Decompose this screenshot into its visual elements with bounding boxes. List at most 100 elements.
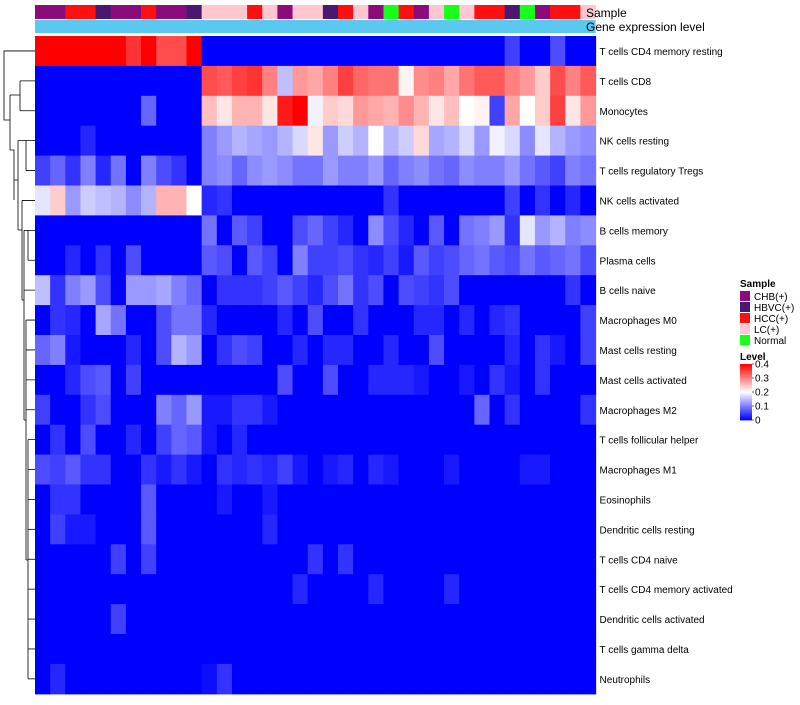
heatmap-cell — [65, 275, 82, 306]
heatmap-cell — [262, 424, 278, 456]
sample-annotation-cell — [201, 5, 218, 19]
heatmap-cell — [474, 275, 491, 306]
heatmap-cell — [50, 95, 66, 127]
heatmap-cell — [580, 36, 597, 67]
sample-annotation-cell — [444, 5, 460, 19]
heatmap-cell — [550, 544, 566, 575]
heatmap-cell — [201, 454, 218, 486]
row-label: B cells memory — [600, 226, 668, 237]
heatmap-cell — [519, 634, 536, 665]
level-legend-gradient-step — [740, 397, 752, 400]
heatmap-cell — [247, 275, 263, 306]
heatmap-cell — [125, 514, 142, 545]
heatmap-cell — [489, 514, 506, 545]
heatmap-cell — [201, 275, 218, 306]
heatmap-cell — [231, 245, 248, 276]
heatmap-cell — [186, 125, 203, 157]
heatmap-cell — [307, 574, 324, 605]
heatmap-cell — [383, 185, 400, 216]
heatmap-cell — [489, 364, 506, 396]
level-legend-gradient-step — [740, 373, 752, 376]
heatmap-cell — [110, 514, 127, 545]
heatmap-cell — [565, 335, 581, 366]
heatmap-cell — [459, 514, 475, 545]
heatmap-cell — [35, 125, 51, 157]
level-legend-gradient-step — [740, 415, 752, 418]
heatmap-cell — [125, 65, 142, 97]
heatmap-cell — [201, 574, 218, 605]
heatmap-cell — [156, 125, 172, 157]
heatmap-cell — [368, 364, 385, 396]
heatmap-cell — [171, 305, 188, 336]
heatmap-cell — [80, 305, 97, 336]
heatmap-cell — [565, 484, 581, 515]
sample-annotation-cell — [156, 5, 172, 19]
sample-legend-swatch — [740, 302, 750, 312]
heatmap-cell — [565, 604, 581, 635]
heatmap-cell — [307, 275, 324, 306]
heatmap-cell — [171, 634, 188, 665]
sample-legend: Sample CHB(+)HBVC(+)HCC(+)LC(+)Normal — [740, 279, 794, 347]
sample-annotation-cell — [489, 5, 506, 19]
heatmap-cell — [65, 634, 82, 665]
heatmap-cell — [50, 424, 66, 456]
heatmap-cell — [383, 245, 400, 276]
level-legend-gradient-step — [740, 365, 752, 368]
heatmap-cell — [534, 95, 551, 127]
heatmap-cell — [50, 484, 66, 515]
heatmap-cell — [565, 364, 581, 396]
heatmap-cell — [534, 544, 551, 575]
heatmap-cell — [110, 364, 127, 396]
heatmap-cell — [444, 155, 460, 187]
heatmap-cell — [141, 663, 157, 695]
heatmap-cell — [489, 245, 506, 276]
heatmap-cell — [247, 245, 263, 276]
heatmap-cell — [65, 185, 82, 216]
heatmap-cell — [35, 36, 51, 67]
heatmap-cell — [156, 484, 172, 515]
heatmap-cell — [489, 275, 506, 306]
heatmap-cell — [95, 514, 112, 545]
row-label: Dendritic cells resting — [600, 525, 695, 536]
heatmap-cell — [262, 65, 278, 97]
heatmap-cell — [247, 604, 263, 635]
heatmap-cell — [186, 36, 203, 67]
heatmap-cell — [580, 275, 597, 306]
heatmap-cell — [368, 155, 385, 187]
heatmap-cell — [322, 125, 339, 157]
heatmap-cell — [580, 95, 597, 127]
heatmap-cell — [95, 125, 112, 157]
heatmap-cell — [338, 484, 354, 515]
heatmap-cell — [565, 95, 581, 127]
sample-annotation-cell — [428, 5, 445, 19]
heatmap-cell — [398, 65, 415, 97]
heatmap-cell — [95, 394, 112, 426]
heatmap-cell — [353, 125, 369, 157]
heatmap-cell — [125, 424, 142, 456]
heatmap-cell — [141, 95, 157, 127]
heatmap-cell — [80, 484, 97, 515]
row-label: T cells CD8 — [600, 77, 652, 88]
heatmap-cell — [186, 484, 203, 515]
heatmap-cell — [231, 544, 248, 575]
heatmap-cell — [247, 574, 263, 605]
sample-legend-swatch — [740, 291, 750, 301]
level-legend-gradient-step — [740, 406, 752, 408]
sample-annotation-cell — [141, 5, 157, 19]
heatmap-cell — [519, 215, 536, 246]
heatmap-cell — [580, 663, 597, 695]
level-legend-gradient-step — [740, 385, 752, 387]
level-legend-gradient-step — [740, 408, 752, 411]
heatmap-cell — [156, 245, 172, 276]
heatmap-cell — [338, 245, 354, 276]
heatmap-cell — [322, 454, 339, 486]
heatmap-cell — [110, 95, 127, 127]
heatmap-cell — [413, 364, 430, 396]
heatmap-cell — [489, 95, 506, 127]
sample-legend-label: LC(+) — [754, 325, 779, 336]
heatmap-cell — [413, 125, 430, 157]
heatmap-cell — [216, 634, 233, 665]
heatmap-cell — [277, 95, 294, 127]
heatmap-cell — [95, 454, 112, 486]
